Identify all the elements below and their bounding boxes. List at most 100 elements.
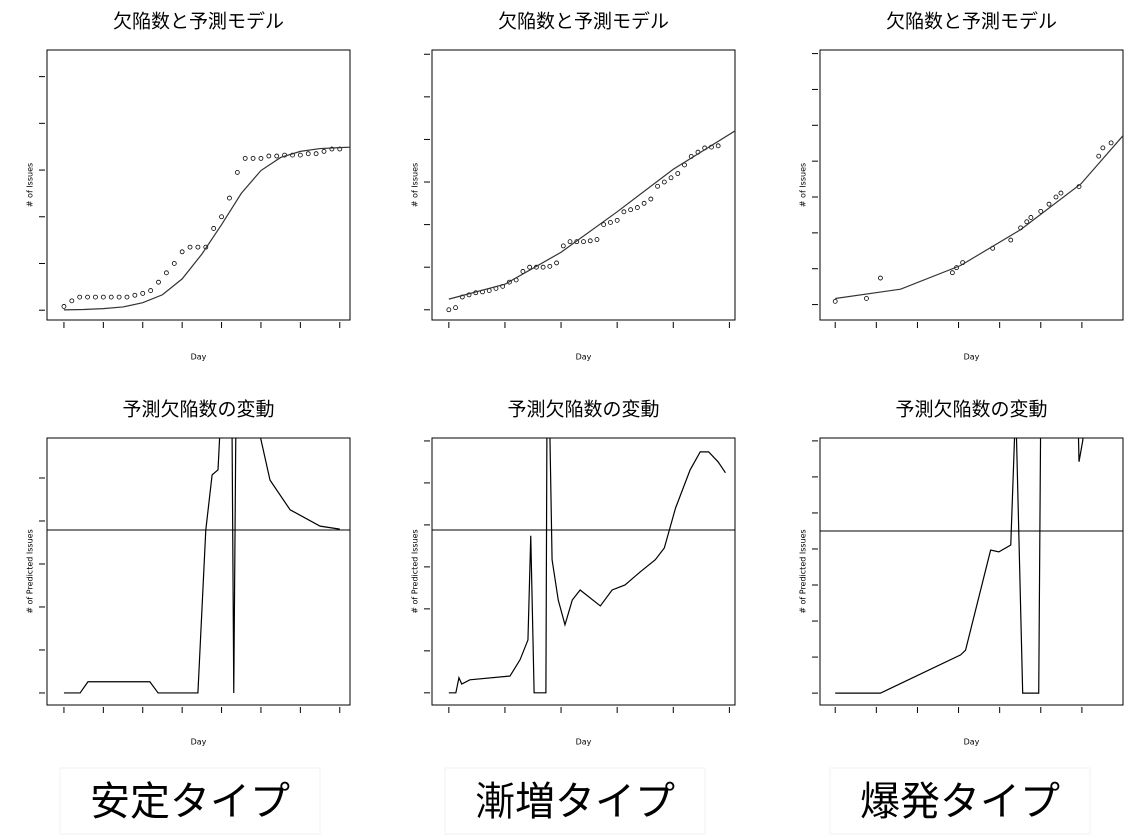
x-axis-label: Day xyxy=(576,738,592,747)
caption: 爆発タイプ xyxy=(860,779,1060,825)
point xyxy=(148,288,154,293)
point xyxy=(195,244,201,250)
caption: 漸増タイプ xyxy=(475,779,675,825)
point xyxy=(864,296,869,301)
point xyxy=(266,153,272,159)
point xyxy=(574,239,580,245)
point xyxy=(560,243,566,249)
y-axis-label: # of Predicted Issues xyxy=(411,529,420,613)
point xyxy=(594,237,600,242)
point xyxy=(655,183,660,189)
point xyxy=(567,239,573,245)
point xyxy=(1058,190,1064,196)
point xyxy=(1046,201,1052,207)
point xyxy=(608,220,613,225)
point xyxy=(1008,237,1014,243)
chart-title: 予測欠陥数の変動 xyxy=(507,399,659,421)
point xyxy=(187,244,193,250)
caption-box xyxy=(59,767,321,835)
point xyxy=(547,263,553,269)
x-axis-label: Day xyxy=(964,738,980,747)
point xyxy=(219,214,224,220)
plot-area xyxy=(61,146,350,311)
point xyxy=(507,279,512,285)
point xyxy=(682,162,687,168)
point xyxy=(329,146,335,152)
point xyxy=(1053,194,1059,200)
point xyxy=(581,239,586,245)
plot-frame xyxy=(819,49,1124,321)
point xyxy=(211,226,217,231)
caption-box xyxy=(829,767,1091,835)
point xyxy=(614,217,620,223)
point xyxy=(1096,153,1102,159)
line xyxy=(448,130,735,300)
plot-frame xyxy=(819,437,1124,706)
point xyxy=(527,264,533,270)
point xyxy=(1108,140,1114,146)
point xyxy=(321,148,327,154)
plot-area xyxy=(432,438,735,694)
point xyxy=(179,249,185,255)
caption: 安定タイプ xyxy=(90,779,290,825)
point xyxy=(242,155,248,161)
point xyxy=(227,195,232,201)
point xyxy=(1038,208,1044,214)
point xyxy=(628,207,634,213)
y-axis-label: # of Issues xyxy=(26,163,35,207)
point xyxy=(305,151,311,157)
point xyxy=(715,143,721,149)
plot-frame xyxy=(46,437,351,706)
point xyxy=(69,298,75,304)
plot-area xyxy=(832,135,1123,304)
point xyxy=(1100,145,1106,151)
point xyxy=(1024,219,1030,225)
y-axis-label: # of Issues xyxy=(411,163,420,207)
plot-area xyxy=(446,130,735,313)
point xyxy=(290,152,295,158)
x-axis-label: Day xyxy=(964,353,980,362)
point xyxy=(156,279,161,285)
plot-area xyxy=(47,438,350,694)
chart-title: 予測欠陥数の変動 xyxy=(122,399,274,421)
x-axis-label: Day xyxy=(576,353,592,362)
point xyxy=(878,275,883,281)
plot-frame xyxy=(431,49,736,321)
point xyxy=(116,294,122,300)
x-axis-label: Day xyxy=(191,738,207,747)
line xyxy=(63,146,350,311)
point xyxy=(77,294,83,300)
point xyxy=(661,179,667,185)
point xyxy=(634,205,640,210)
point xyxy=(587,238,593,244)
point xyxy=(274,153,280,159)
point xyxy=(171,261,177,266)
point xyxy=(668,175,674,181)
point xyxy=(832,298,838,304)
point xyxy=(163,270,169,276)
chart-title: 欠陥数と予測モデル xyxy=(886,11,1057,33)
point xyxy=(949,270,955,276)
plot-frame xyxy=(46,49,351,321)
point xyxy=(1028,215,1034,220)
line xyxy=(63,438,340,694)
point xyxy=(446,307,452,313)
point xyxy=(554,260,559,266)
point xyxy=(297,152,303,158)
x-axis-label: Day xyxy=(191,353,207,362)
point xyxy=(234,169,240,175)
line xyxy=(835,135,1123,300)
point xyxy=(675,171,681,176)
y-axis-label: # of Predicted Issues xyxy=(799,529,808,613)
point xyxy=(258,155,264,161)
point xyxy=(313,151,319,157)
point xyxy=(601,222,607,228)
line xyxy=(448,438,726,694)
point xyxy=(132,292,138,298)
point xyxy=(621,209,627,215)
point xyxy=(85,294,90,300)
point xyxy=(540,264,546,270)
point xyxy=(108,294,114,300)
point xyxy=(124,294,130,300)
point xyxy=(93,294,98,300)
